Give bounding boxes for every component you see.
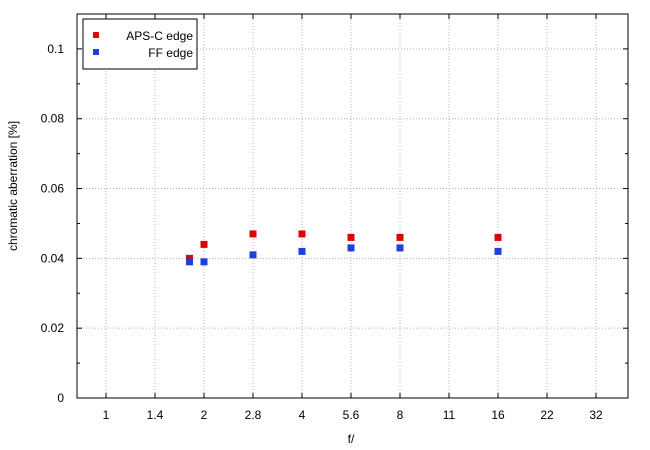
data-point-ff-edge [200, 258, 208, 266]
x-tick-label: 4 [299, 408, 306, 422]
y-axis-title: chromatic aberration [%] [6, 121, 20, 251]
data-point-aps-c-edge [298, 230, 306, 238]
points-layer [186, 230, 502, 266]
y-tick-label: 0.04 [41, 251, 65, 265]
x-tick-label: 11 [443, 408, 456, 422]
y-tick-label: 0.1 [47, 42, 64, 56]
data-point-ff-edge [249, 251, 257, 259]
x-tick-label: 32 [589, 408, 603, 422]
x-tick-label: 8 [397, 408, 404, 422]
grid-layer [77, 14, 628, 398]
y-tick-label: 0.02 [41, 321, 65, 335]
legend-marker-aps-c-edge [93, 32, 99, 38]
y-tick-label: 0 [57, 391, 64, 405]
data-point-aps-c-edge [249, 230, 257, 238]
x-tick-label: 1.4 [147, 408, 164, 422]
x-tick-label: 1 [103, 408, 110, 422]
data-point-ff-edge [494, 247, 502, 255]
data-point-ff-edge [186, 258, 194, 266]
legend-label-ff-edge: FF edge [148, 46, 193, 60]
data-point-aps-c-edge [347, 233, 355, 241]
data-point-aps-c-edge [494, 233, 502, 241]
x-tick-label: 2.8 [245, 408, 262, 422]
data-point-aps-c-edge [396, 233, 404, 241]
data-point-aps-c-edge [200, 240, 208, 248]
data-point-ff-edge [396, 244, 404, 252]
legend: APS-C edge FF edge [82, 18, 198, 70]
y-tick-label: 0.08 [41, 112, 65, 126]
legend-marker-ff-edge [93, 49, 99, 55]
legend-box [82, 18, 198, 70]
x-tick-label: 16 [491, 408, 505, 422]
x-tick-label: 2 [201, 408, 208, 422]
plot-frame [76, 13, 629, 399]
x-tick-label: 5.6 [343, 408, 360, 422]
legend-label-aps-c-edge: APS-C edge [126, 29, 193, 43]
data-point-ff-edge [347, 244, 355, 252]
data-point-ff-edge [298, 247, 306, 255]
x-axis-title: f/ [348, 432, 355, 446]
x-tick-label: 22 [540, 408, 554, 422]
tick-layer: 1 1.4 2 2.8 4 5.6 8 11 16 22 32 0 0.02 0.04 0.06 0.08 0.… [41, 13, 628, 422]
y-tick-label: 0.06 [41, 182, 65, 196]
